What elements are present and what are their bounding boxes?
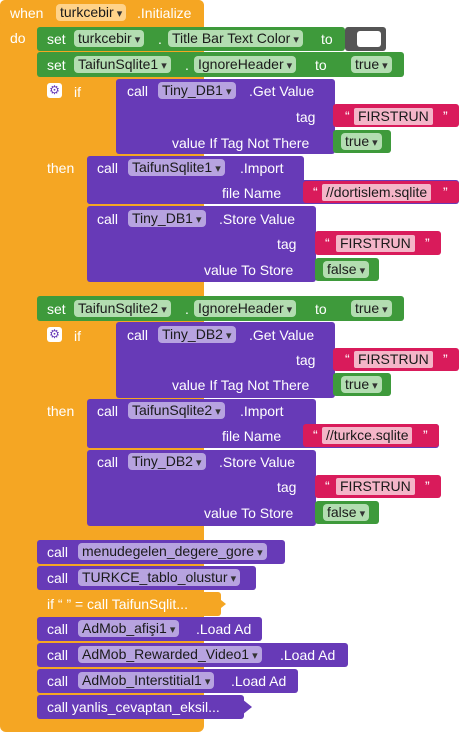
load-ad-method: .Load Ad [231,673,287,689]
store-value-label: value To Store [204,505,294,521]
mutator-gear-icon[interactable]: ⚙ [47,327,62,342]
if2-import-component-dropdown[interactable]: TaifunSqlite2 [128,402,225,419]
call-keyword: call [127,83,149,99]
dot: . [185,301,189,317]
open-quote: “ [325,478,330,494]
if1-store-component-dropdown[interactable]: Tiny_DB1 [128,210,206,227]
close-quote: ” [425,478,430,494]
default-label: value If Tag Not There [172,377,310,393]
tag-label: tag [296,109,316,125]
collapsed-if-jag [216,596,226,612]
default-label: value If Tag Not There [172,135,310,151]
call-keyword: call [47,647,69,663]
if1-import-component-dropdown[interactable]: TaifunSqlite1 [128,159,225,176]
procedure-dropdown-1[interactable]: menudegelen_degere_gore [78,543,267,560]
b1-property-dropdown[interactable]: Title Bar Text Color [168,30,303,47]
if2-store-value-dropdown[interactable]: false [323,504,370,521]
open-quote: “ [345,108,350,124]
open-quote: “ [313,427,318,443]
store-tag-label: tag [277,479,297,495]
set-keyword: set [47,31,66,47]
load-ad-method: .Load Ad [280,647,336,663]
if-block-1-bottom [37,280,97,292]
if1-method: .Get Value [249,83,315,99]
collapsed-if-text: if “ ” = call TaifunSqlit... [47,596,188,612]
then-keyword: then [47,403,75,419]
if1-store-value-dropdown[interactable]: false [323,261,370,278]
mutator-gear-icon[interactable]: ⚙ [47,83,62,98]
if1-component-dropdown[interactable]: Tiny_DB1 [158,82,236,99]
store-tag-label: tag [277,236,297,252]
open-quote: “ [325,235,330,251]
b3-property-dropdown[interactable]: IgnoreHeader [194,300,297,317]
set-keyword: set [47,57,66,73]
call-keyword: call [47,621,69,637]
if2-store-method: .Store Value [219,454,296,470]
collapsed-call-jag [242,699,252,715]
call-keyword: call [97,454,119,470]
if2-component-dropdown[interactable]: Tiny_DB2 [158,326,236,343]
close-quote: ” [443,351,448,367]
if1-default-dropdown[interactable]: true [341,133,382,150]
if2-method: .Get Value [249,327,315,343]
color-swatch-white[interactable] [357,31,381,47]
if1-file-value[interactable]: //dortislem.sqlite [322,184,432,201]
tag-label: tag [296,352,316,368]
if-keyword: if [74,84,81,100]
close-quote: ” [425,235,430,251]
call-keyword: call [47,673,69,689]
do-label: do [10,30,26,46]
b1-component-dropdown[interactable]: turkcebir [74,30,145,47]
dot: . [158,31,162,47]
admob-rewarded-dropdown[interactable]: AdMob_Rewarded_Video1 [78,646,262,663]
if2-tag-value[interactable]: FIRSTRUN [354,351,433,368]
close-quote: ” [443,184,448,200]
if2-store-tag-value[interactable]: FIRSTRUN [336,478,415,495]
close-quote: ” [423,427,428,443]
if1-store-method: .Store Value [219,211,296,227]
collapsed-call-block[interactable] [37,695,244,719]
open-quote: “ [313,184,318,200]
load-ad-method: .Load Ad [196,621,252,637]
to-keyword: to [315,57,327,73]
procedure-dropdown-2[interactable]: TURKCE_tablo_olustur [78,569,241,586]
call-keyword: call [97,160,119,176]
store-value-label: value To Store [204,262,294,278]
call-keyword: call [47,570,69,586]
collapsed-if-block[interactable] [37,592,221,616]
if-keyword: if [74,328,81,344]
if1-store-tag-value[interactable]: FIRSTRUN [336,235,415,252]
b2-component-dropdown[interactable]: TaifunSqlite1 [74,56,171,73]
set-keyword: set [47,301,66,317]
collapsed-call-text: call yanlis_cevaptan_eksil... [47,699,220,715]
file-name-label: file Name [222,428,282,444]
call-keyword: call [47,544,69,560]
when-label: when [10,5,44,21]
call-keyword: call [97,211,119,227]
event-component-dropdown[interactable]: turkcebir [56,4,127,21]
if2-default-dropdown[interactable]: true [341,376,382,393]
if2-import-method: .Import [240,403,284,419]
b3-true-dropdown[interactable]: true [351,300,392,317]
file-name-label: file Name [222,185,282,201]
to-keyword: to [315,301,327,317]
b3-component-dropdown[interactable]: TaifunSqlite2 [74,300,171,317]
b2-true-dropdown[interactable]: true [351,56,392,73]
admob-afisi-dropdown[interactable]: AdMob_afişi1 [78,620,180,637]
then-keyword: then [47,160,75,176]
open-quote: “ [345,351,350,367]
b2-property-dropdown[interactable]: IgnoreHeader [194,56,297,73]
event-name: .Initialize [137,5,192,21]
if1-import-method: .Import [240,160,284,176]
to-keyword: to [321,31,333,47]
dot: . [185,57,189,73]
if-block-2-bottom [37,524,97,536]
close-quote: ” [443,108,448,124]
admob-interstitial-dropdown[interactable]: AdMob_Interstitial1 [78,672,215,689]
call-keyword: call [97,403,119,419]
if2-file-value[interactable]: //turkce.sqlite [322,427,413,444]
call-keyword: call [127,327,149,343]
if2-store-component-dropdown[interactable]: Tiny_DB2 [128,453,206,470]
if1-tag-value[interactable]: FIRSTRUN [354,108,433,125]
